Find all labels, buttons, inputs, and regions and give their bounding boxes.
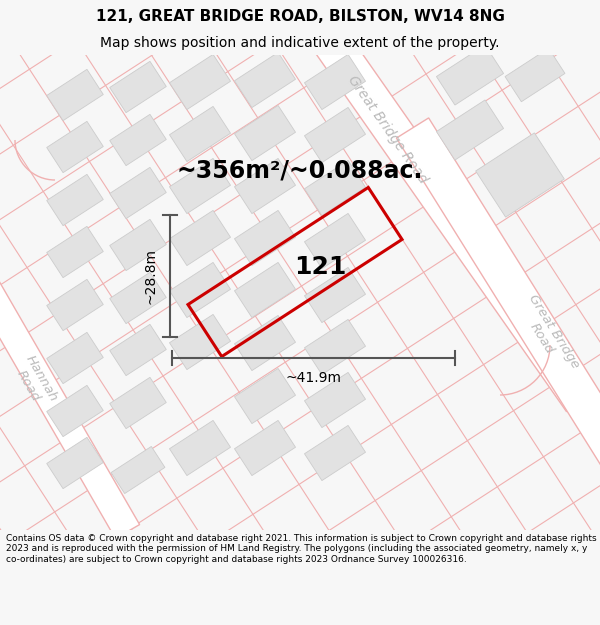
- Polygon shape: [47, 332, 103, 384]
- Polygon shape: [505, 48, 565, 102]
- Polygon shape: [304, 161, 365, 216]
- Text: 121: 121: [294, 255, 346, 279]
- Polygon shape: [304, 107, 365, 162]
- Polygon shape: [436, 45, 503, 105]
- Polygon shape: [110, 168, 166, 219]
- Polygon shape: [47, 121, 103, 172]
- Polygon shape: [169, 314, 230, 369]
- Polygon shape: [304, 372, 365, 428]
- Polygon shape: [304, 213, 365, 269]
- Polygon shape: [47, 226, 103, 278]
- Polygon shape: [169, 211, 230, 266]
- Polygon shape: [47, 174, 103, 226]
- Polygon shape: [235, 158, 296, 214]
- Polygon shape: [235, 211, 296, 266]
- Polygon shape: [47, 386, 103, 437]
- Text: ~41.9m: ~41.9m: [286, 371, 341, 385]
- Text: Great Bridge
Road: Great Bridge Road: [514, 292, 582, 378]
- Polygon shape: [169, 54, 230, 109]
- Polygon shape: [47, 69, 103, 121]
- Polygon shape: [110, 324, 166, 376]
- Polygon shape: [110, 378, 166, 429]
- Polygon shape: [235, 421, 296, 476]
- Polygon shape: [304, 426, 365, 481]
- Polygon shape: [110, 114, 166, 166]
- Polygon shape: [169, 262, 230, 318]
- Polygon shape: [169, 158, 230, 214]
- Polygon shape: [110, 272, 166, 324]
- Polygon shape: [47, 438, 103, 489]
- Polygon shape: [110, 219, 166, 271]
- Text: 121, GREAT BRIDGE ROAD, BILSTON, WV14 8NG: 121, GREAT BRIDGE ROAD, BILSTON, WV14 8N…: [95, 9, 505, 24]
- Polygon shape: [235, 316, 296, 371]
- Polygon shape: [304, 54, 365, 109]
- Polygon shape: [436, 100, 503, 160]
- Polygon shape: [304, 319, 365, 374]
- Polygon shape: [235, 52, 296, 107]
- Text: Map shows position and indicative extent of the property.: Map shows position and indicative extent…: [100, 36, 500, 50]
- Polygon shape: [476, 133, 565, 217]
- Polygon shape: [169, 421, 230, 476]
- Polygon shape: [235, 262, 296, 318]
- Text: Contains OS data © Crown copyright and database right 2021. This information is : Contains OS data © Crown copyright and d…: [6, 534, 596, 564]
- Text: Hannah
Road: Hannah Road: [10, 352, 60, 411]
- Polygon shape: [47, 279, 103, 331]
- Polygon shape: [397, 118, 600, 562]
- Polygon shape: [235, 106, 296, 161]
- Polygon shape: [169, 106, 230, 162]
- Polygon shape: [110, 61, 166, 112]
- Polygon shape: [235, 368, 296, 424]
- Polygon shape: [304, 268, 365, 322]
- Text: Great Bridge Road: Great Bridge Road: [346, 74, 431, 186]
- Polygon shape: [223, 0, 598, 412]
- Text: ~356m²/~0.088ac.: ~356m²/~0.088ac.: [177, 158, 423, 182]
- Polygon shape: [0, 221, 140, 539]
- Text: ~28.8m: ~28.8m: [143, 248, 157, 304]
- Polygon shape: [111, 446, 165, 494]
